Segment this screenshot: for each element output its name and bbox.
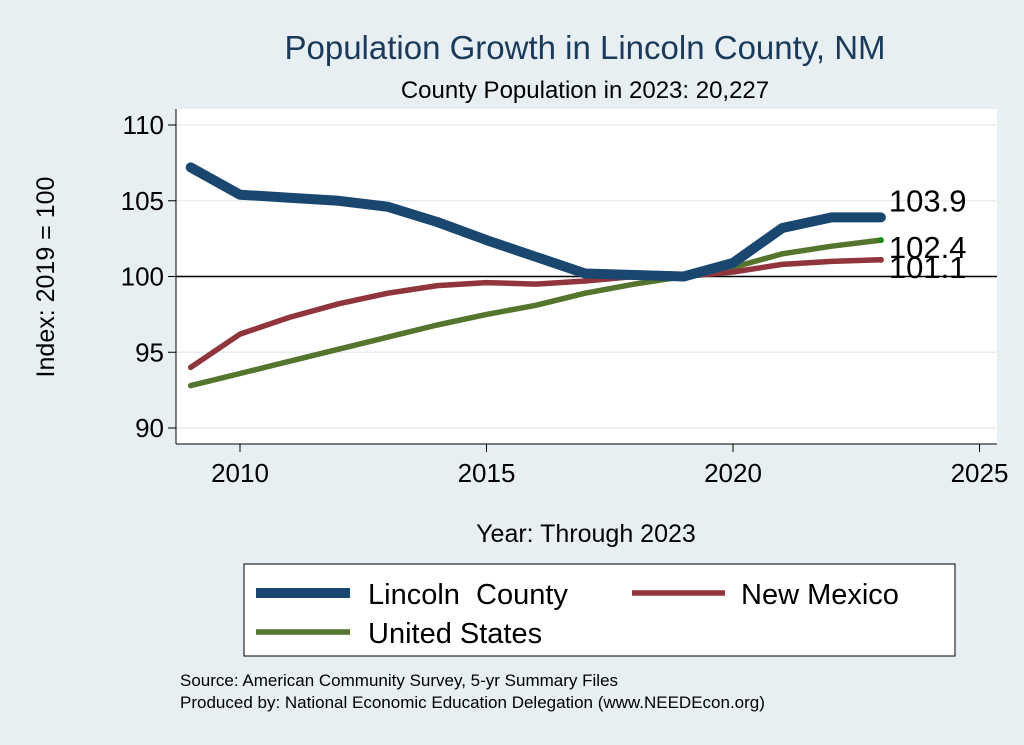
series-end-point: [877, 237, 884, 244]
x-tick-label: 2020: [704, 458, 762, 488]
source-note: Source: American Community Survey, 5-yr …: [180, 671, 618, 690]
y-tick-label: 100: [121, 262, 164, 292]
y-tick-label: 90: [135, 413, 164, 443]
chart-subtitle: County Population in 2023: 20,227: [401, 77, 769, 104]
legend-items: Lincoln County New Mexico United States: [256, 579, 899, 650]
axes: 90 95 100 105 110 2010 2015 2020 2025: [121, 109, 1009, 488]
series-line-new-mexico: [187, 257, 884, 371]
legend-label: Lincoln County: [368, 579, 568, 611]
y-tick-label: 95: [135, 337, 164, 367]
series-end-point: [877, 256, 884, 263]
series-line-united-states: [187, 237, 884, 389]
y-tick-label: 105: [121, 186, 164, 216]
x-axis-title: Year: Through 2023: [476, 520, 696, 548]
series-lines: [185, 162, 886, 389]
legend-label: New Mexico: [741, 579, 899, 611]
series-end-label: 102.4: [889, 230, 967, 265]
y-tick-label: 110: [123, 110, 164, 140]
legend: [243, 563, 956, 657]
chart-title: Population Growth in Lincoln County, NM: [284, 29, 885, 66]
legend-label: United States: [368, 618, 542, 650]
y-axis-title: Index: 2019 = 100: [32, 177, 60, 378]
x-tick-label: 2010: [211, 458, 269, 488]
series-end-label: 103.9: [889, 183, 967, 218]
series-end-label: 101.1: [889, 250, 967, 285]
series-end-point: [877, 214, 884, 221]
produced-by-note: Produced by: National Economic Education…: [180, 693, 765, 712]
series-line-lincoln-county: [185, 162, 886, 282]
x-tick-label: 2025: [951, 458, 1009, 488]
x-tick-label: 2015: [458, 458, 516, 488]
